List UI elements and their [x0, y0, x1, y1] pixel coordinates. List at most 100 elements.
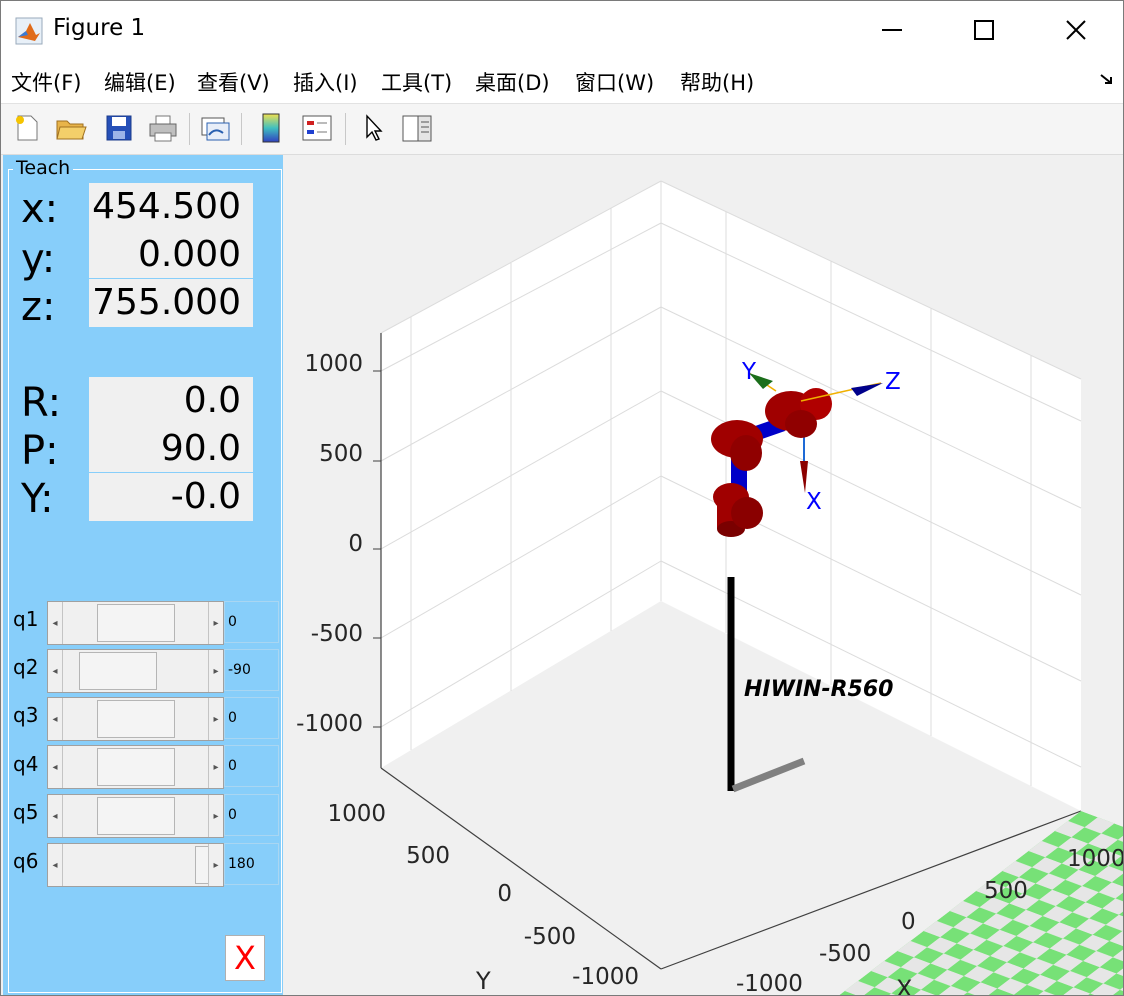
y-tick-label: -1000	[572, 964, 639, 990]
new-file-button[interactable]	[9, 110, 45, 146]
y-value: 0.000	[89, 231, 253, 279]
slider-left-arrow-icon[interactable]: ◂	[48, 795, 63, 837]
window-title: Figure 1	[53, 15, 146, 41]
pitch-value: 90.0	[89, 425, 253, 473]
slider-right-arrow-icon[interactable]: ▸	[208, 746, 223, 788]
yaw-label: Y:	[21, 476, 54, 522]
dock-arrow-icon[interactable]	[1099, 73, 1115, 87]
edit-pointer-button[interactable]	[355, 110, 391, 146]
menu-insert[interactable]: 插入(I)	[293, 71, 358, 95]
q5-slider[interactable]: ◂ ▸	[47, 794, 224, 838]
menu-window[interactable]: 窗口(W)	[575, 71, 655, 95]
menu-edit[interactable]: 编辑(E)	[104, 71, 176, 95]
slider-thumb[interactable]	[96, 700, 175, 738]
x-tick-label: -1000	[736, 971, 803, 995]
slider-left-arrow-icon[interactable]: ◂	[48, 746, 63, 788]
z-ticks	[373, 370, 381, 728]
q5-value[interactable]: 0	[224, 794, 279, 836]
x-value: 454.500	[89, 183, 253, 231]
slider-thumb[interactable]	[96, 797, 175, 835]
property-inspector-button[interactable]	[399, 110, 435, 146]
slider-right-arrow-icon[interactable]: ▸	[208, 650, 223, 692]
legend-button[interactable]	[299, 110, 335, 146]
y-axis-label: Y	[475, 967, 491, 995]
menu-help[interactable]: 帮助(H)	[680, 71, 755, 95]
toolbar-separator	[345, 113, 346, 145]
print-button[interactable]	[145, 110, 181, 146]
z-tick-label: 0	[348, 531, 363, 557]
property-inspector-icon	[402, 115, 432, 142]
menu-tools[interactable]: 工具(T)	[381, 71, 453, 95]
axis-edges	[380, 333, 1082, 970]
slider-left-arrow-icon[interactable]: ◂	[48, 844, 63, 886]
slider-right-arrow-icon[interactable]: ▸	[208, 602, 223, 644]
3d-plot-axes[interactable]: HIWIN-R560 Z Y X	[283, 155, 1123, 995]
colorbar-button[interactable]	[253, 110, 289, 146]
q2-slider[interactable]: ◂ ▸	[47, 649, 224, 693]
z-value: 755.000	[89, 279, 253, 327]
save-icon	[106, 115, 132, 141]
title-bar: Figure 1	[1, 1, 1123, 59]
y-tick-label: -500	[524, 924, 576, 950]
slider-thumb[interactable]	[96, 748, 175, 786]
colorbar-icon	[262, 113, 280, 143]
pitch-label: P:	[21, 428, 59, 474]
frame-x-label: X	[806, 489, 822, 515]
open-folder-button[interactable]	[53, 110, 89, 146]
save-button[interactable]	[101, 110, 137, 146]
q3-slider[interactable]: ◂ ▸	[47, 697, 224, 741]
teach-panel: Teach x: 454.500 y: 0.000 z: 755.000 R: …	[3, 155, 283, 995]
yaw-value: -0.0	[89, 473, 253, 521]
q1-value[interactable]: 0	[224, 601, 279, 643]
slider-left-arrow-icon[interactable]: ◂	[48, 650, 63, 692]
slider-left-arrow-icon[interactable]: ◂	[48, 602, 63, 644]
slider-right-arrow-icon[interactable]: ▸	[208, 698, 223, 740]
z-tick-label: -500	[311, 621, 363, 647]
teach-close-button[interactable]: X	[225, 935, 265, 981]
toolbar	[1, 103, 1123, 155]
q3-label: q3	[13, 703, 39, 727]
q6-label: q6	[13, 849, 39, 873]
open-folder-icon	[56, 120, 87, 140]
slider-left-arrow-icon[interactable]: ◂	[48, 698, 63, 740]
q1-label: q1	[13, 607, 39, 631]
slider-right-arrow-icon[interactable]: ▸	[208, 844, 223, 886]
link-plot-button[interactable]	[197, 110, 233, 146]
z-label: z:	[21, 284, 56, 330]
teach-frame	[8, 169, 282, 993]
q1-slider[interactable]: ◂ ▸	[47, 601, 224, 645]
new-file-icon	[16, 115, 38, 141]
q6-value[interactable]: 180	[224, 843, 279, 885]
tool-frame	[748, 372, 883, 493]
y-tick-label: 1000	[327, 801, 386, 827]
q3-value[interactable]: 0	[224, 697, 279, 739]
menu-view[interactable]: 查看(V)	[197, 71, 270, 95]
q6-slider[interactable]: ◂ ▸	[47, 843, 224, 887]
slider-right-arrow-icon[interactable]: ▸	[208, 795, 223, 837]
toolbar-separator	[189, 113, 190, 145]
q4-value[interactable]: 0	[224, 745, 279, 787]
z-tick-label: 500	[319, 441, 363, 467]
pointer-arrow-icon	[366, 114, 383, 141]
maximize-icon	[974, 20, 994, 40]
z-tick-label: 1000	[304, 351, 363, 377]
z-tick-label: -1000	[296, 711, 363, 737]
menu-desktop[interactable]: 桌面(D)	[475, 71, 550, 95]
q2-value[interactable]: -90	[224, 649, 279, 691]
x-label: x:	[21, 186, 59, 232]
menu-bar: 文件(F) 编辑(E) 查看(V) 插入(I) 工具(T) 桌面(D) 窗口(W…	[1, 59, 1123, 103]
close-button[interactable]	[1030, 1, 1122, 59]
close-icon	[1066, 20, 1086, 40]
matlab-logo-icon	[15, 17, 43, 45]
link-plot-icon	[201, 117, 230, 141]
slider-thumb[interactable]	[79, 652, 158, 690]
y-label: y:	[21, 236, 56, 282]
slider-thumb[interactable]	[96, 604, 175, 642]
q4-slider[interactable]: ◂ ▸	[47, 745, 224, 789]
menu-file[interactable]: 文件(F)	[11, 71, 82, 95]
x-tick-label: 500	[984, 878, 1028, 904]
minimize-button[interactable]	[846, 1, 938, 59]
maximize-button[interactable]	[938, 1, 1030, 59]
slider-thumb[interactable]	[195, 846, 209, 884]
roll-value: 0.0	[89, 377, 253, 425]
